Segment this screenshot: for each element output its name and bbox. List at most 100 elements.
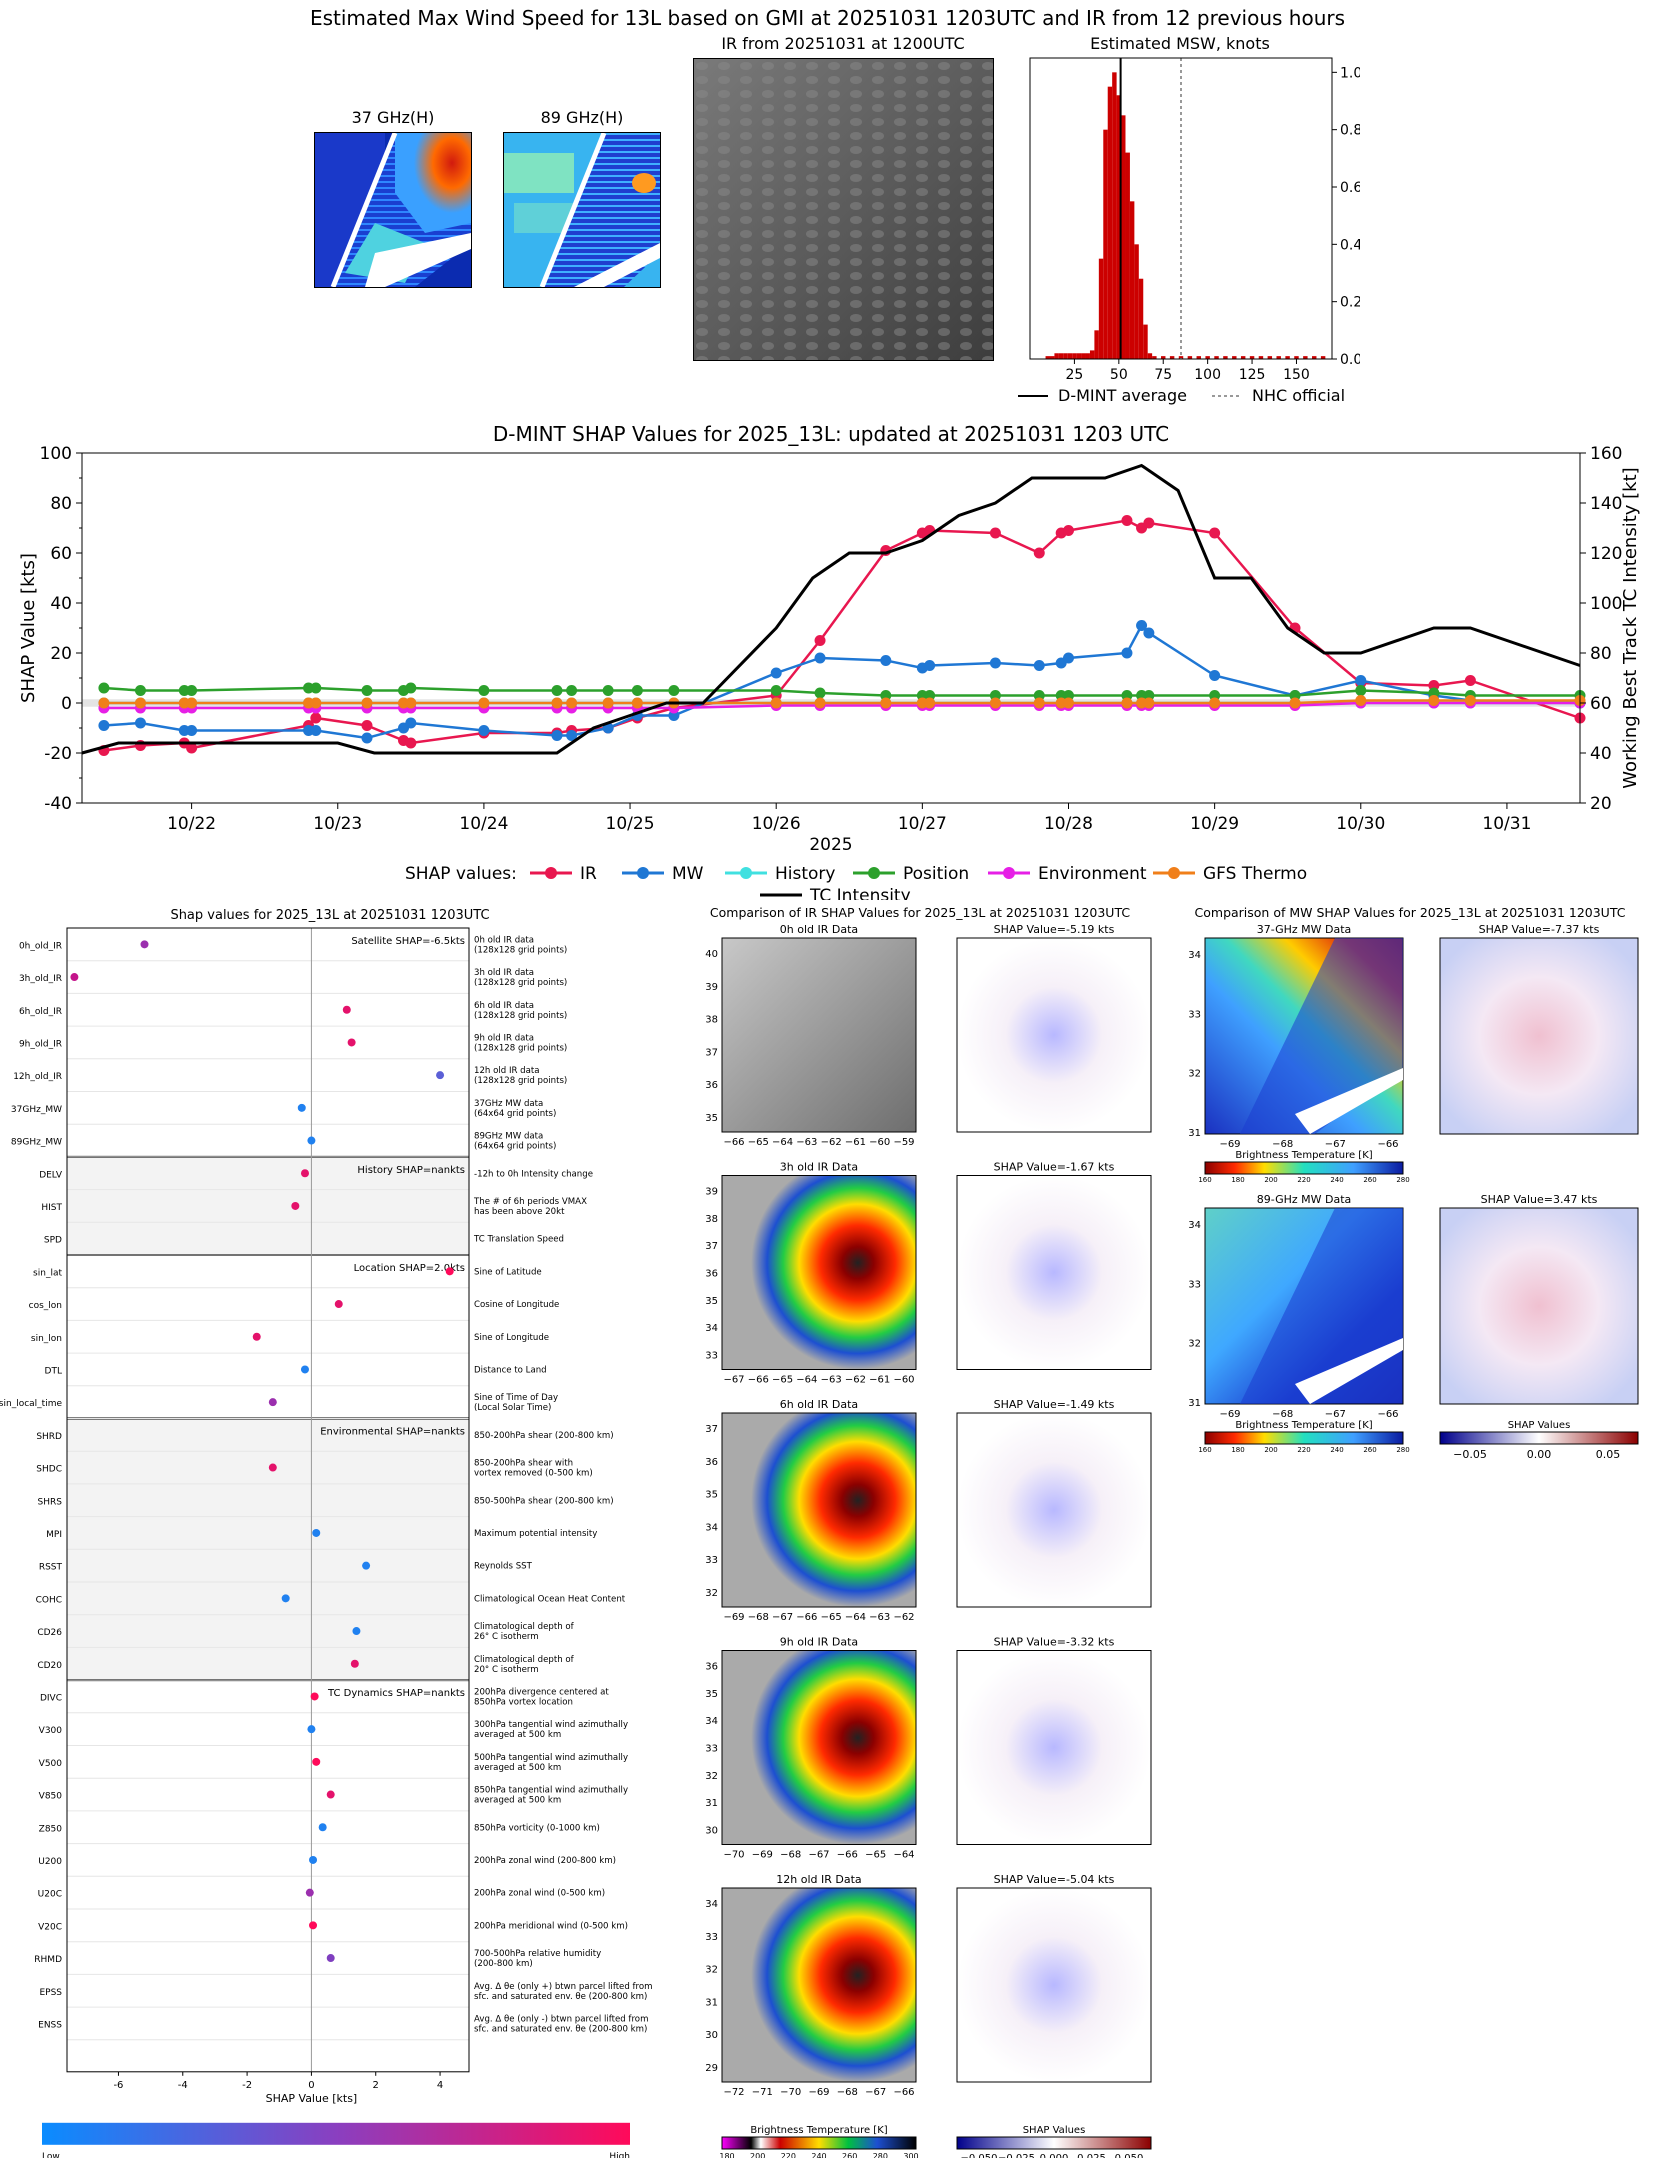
series-point-mw [134, 717, 146, 729]
feature-label: U200 [38, 1857, 62, 1867]
ir-xtick-label: −71 [752, 2087, 773, 2098]
ts-ytick-label: -20 [44, 744, 72, 764]
hist-bar [1063, 353, 1068, 359]
feature-desc: (128x128 grid points) [474, 945, 567, 955]
ir-xtick-label: −63 [821, 1375, 842, 1386]
hist-ytick-label: 0.2 [1340, 295, 1360, 311]
feature-desc: sfc. and saturated env. θe (200-800 km) [474, 2024, 647, 2034]
feature-desc: 200hPa zonal wind (0-500 km) [474, 1889, 605, 1899]
ir-shap-tick: −0.025 [998, 2153, 1035, 2158]
hist-bar [1147, 353, 1153, 359]
ir-xtick-label: −60 [869, 1137, 890, 1148]
series-point-gfs-thermo [478, 697, 490, 709]
mw-bt-tick: 160 [1198, 1446, 1211, 1454]
hist-bar [1152, 356, 1157, 359]
mw-shap-tick: 0.05 [1596, 1448, 1621, 1461]
feature-desc: Distance to Land [474, 1365, 547, 1375]
mw-bt-tick: 280 [1396, 1446, 1409, 1454]
mw-swath [1240, 938, 1403, 1134]
mw-row-label: 37-GHz MW Data [1257, 923, 1352, 936]
feature-label: 3h_old_IR [19, 974, 62, 984]
series-point-gfs-thermo [631, 697, 643, 709]
shap-point [140, 940, 149, 949]
series-point-position [770, 685, 782, 696]
shap-point [342, 1005, 351, 1014]
mw-bt-tick: 160 [1198, 1176, 1211, 1184]
ir-ytick-label: 34 [705, 1522, 718, 1533]
ir-xtick-label: −68 [748, 1612, 769, 1623]
ir-xtick-label: −59 [893, 1137, 914, 1148]
shap-point [326, 1954, 335, 1963]
shap-point [352, 1627, 361, 1636]
legend-marker [1168, 867, 1180, 879]
series-point-mw [924, 660, 936, 671]
mw-bt-tick: 260 [1363, 1176, 1376, 1184]
ir-ytick-label: 34 [705, 1716, 718, 1727]
legend-marker [740, 867, 752, 879]
feature-label: 9h_old_IR [19, 1039, 62, 1049]
ir-shap-tick: 0.050 [1115, 2153, 1144, 2158]
feature-desc: 500hPa tangential wind azimuthally [474, 1753, 628, 1763]
series-point-mw [989, 657, 1001, 669]
shap-point [309, 1921, 318, 1930]
ir-xtick-label: −67 [723, 1375, 744, 1386]
ts-ytick-label: 0 [61, 694, 72, 714]
ir-bt-tick: 200 [750, 2152, 765, 2158]
ir-bt-tick: 240 [811, 2152, 826, 2158]
ir-title: IR from 20251031 at 1200UTC [721, 34, 965, 53]
series-point-gfs-thermo [1428, 695, 1440, 706]
ir-xtick-label: −64 [845, 1612, 866, 1623]
feature-desc: TC Translation Speed [473, 1235, 564, 1245]
mw37-image-svg [315, 133, 471, 287]
hist-xtick-label: 50 [1110, 367, 1128, 383]
hist-bar [1085, 353, 1090, 359]
mw-ytick-label: 31 [1188, 1398, 1201, 1409]
ts-ytick-right-label: 20 [1590, 794, 1612, 814]
ir-xtick-label: −66 [796, 1612, 817, 1623]
ir-xtick-label: −61 [869, 1375, 890, 1386]
feature-desc: (Local Solar Time) [474, 1403, 551, 1413]
feature-desc: 9h old IR data [474, 1033, 534, 1043]
shap-point [318, 1823, 327, 1832]
series-point-ir [989, 527, 1001, 539]
series-point-gfs-thermo [310, 697, 322, 709]
series-point-position [405, 682, 417, 694]
ir-ytick-label: 35 [705, 1490, 718, 1501]
shap-ts-chart: -40 -20 0 20 40 60 80 100 20 40 60 80 100 120 140 160 10… [18, 444, 1641, 900]
hist-bar [1107, 86, 1113, 360]
legend-nhc-label: NHC official [1252, 386, 1345, 405]
ts-ylabel-left: SHAP Value [kts] [18, 553, 39, 703]
series-point-mw [814, 652, 826, 664]
shap-point [297, 1103, 306, 1112]
ir-ytick-label: 36 [705, 1662, 718, 1673]
mw-shap-tick: 0.00 [1527, 1448, 1552, 1461]
ir-xtick-label: −64 [893, 1850, 914, 1861]
mw-xtick-label: −66 [1377, 1409, 1398, 1420]
feature-desc: averaged at 500 km [474, 1796, 561, 1806]
ir-ytick-label: 38 [705, 1214, 718, 1225]
mw-gap [1295, 1068, 1403, 1134]
series-point-position [361, 685, 373, 696]
ts-ytick-right-label: 60 [1590, 694, 1612, 714]
hist-bar [1285, 356, 1290, 359]
mw-shap-tick: −0.05 [1453, 1448, 1487, 1461]
ir-ytick-label: 32 [705, 1588, 718, 1599]
feature-label: RHMD [34, 1955, 62, 1965]
series-point-position [186, 685, 198, 696]
bees-title: Shap values for 2025_13L at 20251031 120… [170, 908, 490, 923]
feature-label: SHRS [38, 1497, 63, 1507]
ir-bt-label: Brightness Temperature [K] [750, 2125, 887, 2136]
hist-chart: 2550751001251500.00.20.40.60.81.0Relativ… [1018, 57, 1360, 405]
ir-row-shap: SHAP Value=-1.67 kts [994, 1161, 1115, 1174]
ir-ytick-label: 35 [705, 1689, 718, 1700]
ir-xtick-label: −65 [865, 1850, 886, 1861]
shap-point [252, 1332, 261, 1341]
mw-xtick-label: −69 [1219, 1139, 1240, 1150]
shap-point [291, 1201, 300, 1210]
group-label: Satellite SHAP=-6.5kts [351, 936, 465, 947]
feature-label: SHDC [36, 1465, 62, 1475]
ir-xtick-label: −69 [752, 1850, 773, 1861]
ir-image-svg [694, 59, 993, 360]
series-point-position [668, 685, 680, 696]
hist-bar [1320, 356, 1326, 359]
